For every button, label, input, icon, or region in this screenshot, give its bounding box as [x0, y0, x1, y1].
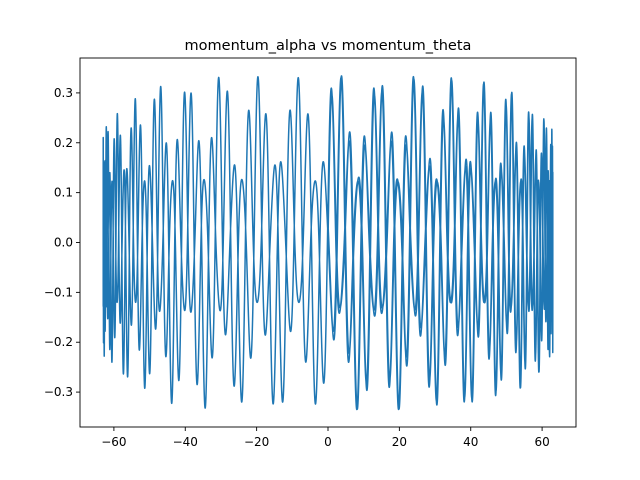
x-axis: −60 −40 −20 0 20 40 60 — [101, 427, 550, 449]
y-tick-label: 0.1 — [54, 186, 73, 200]
x-tick-label: 0 — [324, 435, 332, 449]
x-tick-label: 20 — [392, 435, 407, 449]
x-tick-label: −40 — [173, 435, 198, 449]
chart-title: momentum_alpha vs momentum_theta — [185, 38, 472, 54]
x-tick-label: 40 — [463, 435, 478, 449]
series-line — [102, 75, 554, 411]
y-tick-label: −0.1 — [44, 285, 73, 299]
y-tick-label: 0.2 — [54, 136, 73, 150]
y-axis: −0.3 −0.2 −0.1 0.0 0.1 0.2 0.3 — [44, 86, 80, 399]
x-tick-label: −20 — [244, 435, 269, 449]
y-tick-label: 0.0 — [54, 236, 73, 250]
series-layer — [102, 75, 554, 411]
y-tick-label: 0.3 — [54, 86, 73, 100]
x-tick-label: 60 — [534, 435, 549, 449]
y-tick-label: −0.2 — [44, 335, 73, 349]
y-tick-label: −0.3 — [44, 385, 73, 399]
x-tick-label: −60 — [101, 435, 126, 449]
